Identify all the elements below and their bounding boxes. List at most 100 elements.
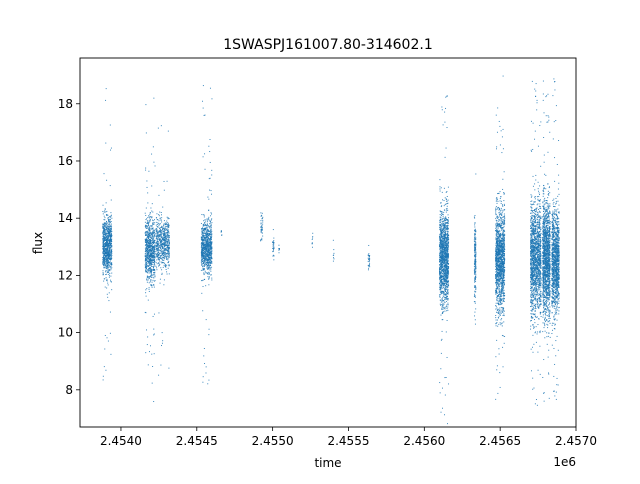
data-point [272,250,274,252]
data-point [149,213,151,215]
data-point [111,248,113,250]
data-point [103,244,105,246]
data-point [445,331,447,333]
data-point [163,227,165,229]
data-point [444,254,446,256]
data-point [440,293,442,295]
data-point [103,231,105,233]
data-point [106,267,108,269]
data-point [145,214,147,216]
data-point [162,238,164,240]
data-point [144,264,146,266]
data-point [442,242,444,244]
data-point [153,238,155,240]
data-point [333,249,335,251]
data-point [445,286,447,288]
data-point [105,230,107,232]
data-point [446,234,448,236]
data-point [163,234,165,236]
data-point [207,256,209,258]
data-point [161,248,163,250]
data-point [211,230,213,232]
data-point [152,269,154,271]
data-point [448,383,450,385]
data-point [440,230,442,232]
data-point [157,226,159,228]
data-point [368,265,370,267]
data-point [148,290,150,292]
data-point [160,242,162,244]
data-point [149,267,151,269]
data-point [475,289,477,291]
data-point [148,276,150,278]
data-point [107,247,109,249]
data-point [475,265,477,267]
data-point [445,259,447,261]
data-point [163,257,165,259]
data-point [153,242,155,244]
data-point [209,232,211,234]
data-point [445,296,447,298]
data-point [110,228,112,230]
data-point [474,323,476,325]
data-point [146,252,148,254]
data-point [102,252,104,254]
data-point [474,237,476,239]
data-point [202,107,204,109]
data-point [146,252,148,254]
data-point [102,223,104,225]
data-point [150,265,152,267]
data-point [445,253,447,255]
data-point [107,224,109,226]
data-point [475,252,477,254]
data-point [158,238,160,240]
data-point [475,246,476,248]
data-point [107,238,109,240]
data-point [475,266,477,268]
data-point [104,233,106,235]
data-point [439,255,440,257]
data-point [153,161,155,163]
data-point [261,230,263,232]
data-point [106,243,108,245]
data-point [102,242,104,244]
data-point [201,259,203,261]
data-point [110,215,112,217]
data-point [148,226,150,228]
data-point [167,223,169,225]
data-point [446,276,448,278]
data-point [203,237,205,239]
data-point [157,250,159,252]
data-point [475,261,477,263]
data-point [106,279,108,281]
data-point [110,269,112,271]
data-point [105,226,107,228]
data-point [156,234,158,236]
data-point [107,282,109,284]
data-point [151,274,153,276]
data-point [150,243,152,245]
data-point [104,257,106,259]
data-point [168,244,170,246]
data-point [440,231,442,233]
data-point [442,224,444,226]
data-point [107,228,109,230]
data-point [474,293,476,295]
data-point [111,217,113,219]
data-point [441,249,443,251]
data-point [158,236,159,238]
data-point [105,259,107,261]
data-point [447,263,449,265]
data-point [110,275,112,277]
data-point [441,241,443,243]
data-point [163,242,165,244]
data-point [157,240,159,242]
data-point [208,216,210,218]
data-point [444,260,446,262]
data-point [144,238,146,240]
data-point [145,226,147,228]
data-point [161,227,163,229]
data-point [445,266,447,268]
data-point [445,254,447,256]
data-point [205,366,207,368]
